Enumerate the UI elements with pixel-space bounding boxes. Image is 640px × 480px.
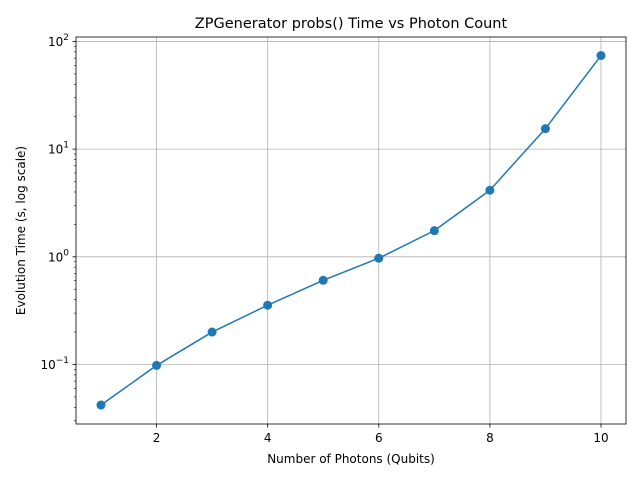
series-line [100,55,602,406]
y-tick-label: 10−1 [40,356,69,372]
grid [76,37,626,424]
data-point [96,400,106,410]
x-tick-label: 4 [264,431,272,445]
ticks: 2 4 6 8 10 10−1 100 101 102 [40,33,608,445]
y-tick-label: 101 [48,141,69,157]
x-tick-label: 2 [153,431,161,445]
y-tick-label: 100 [48,248,69,264]
plot-frame [75,36,627,425]
data-point [263,300,273,310]
data-point [540,124,550,134]
series-layer [96,51,606,410]
x-tick-label: 6 [375,431,383,445]
data-point [596,51,606,61]
data-point [485,185,495,195]
data-point [152,360,162,370]
data-point [207,327,217,337]
x-tick-label: 10 [593,431,608,445]
x-tick-label: 8 [486,431,494,445]
data-point [374,253,384,263]
chart-title: ZPGenerator probs() Time vs Photon Count [195,16,508,32]
data-point [318,275,328,285]
y-axis-label: Evolution Time (s, log scale) [14,146,28,315]
x-axis-label: Number of Photons (Qubits) [267,452,435,466]
data-point [429,226,439,236]
y-tick-label: 102 [48,33,69,49]
